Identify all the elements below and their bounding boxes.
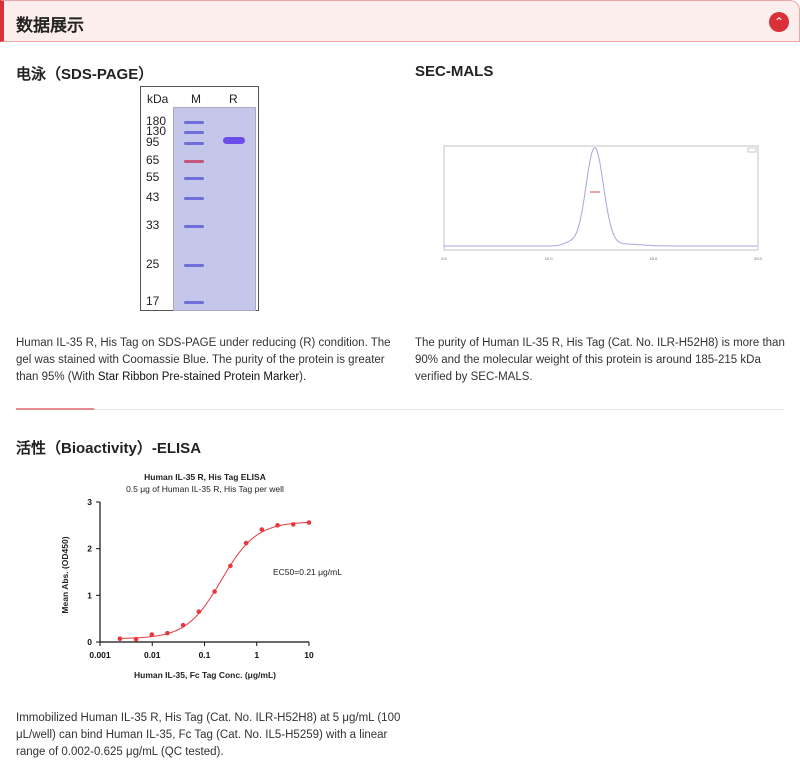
y-tick-label: 3 <box>87 497 92 507</box>
sec-x-tick: 20.0 <box>754 256 763 261</box>
y-tick-label: 0 <box>87 637 92 647</box>
sds-page-gel-image: kDa M R 180 130 95 65 55 43 33 25 17 <box>140 86 259 311</box>
desc-text-end: ). <box>299 371 307 383</box>
ec50-annotation: EC50=0.21 μg/mL <box>273 567 342 577</box>
collapse-button[interactable]: ⌃ <box>769 12 789 32</box>
marker-label: 180 <box>146 114 167 128</box>
x-axis-label: Human IL-35, Fc Tag Conc. (μg/mL) <box>134 670 276 680</box>
data-point <box>259 527 265 532</box>
marker-band <box>184 142 204 145</box>
marker-band <box>184 121 204 124</box>
divider <box>16 409 784 410</box>
elisa-chart: Human IL-35 R, His Tag ELISA 0.5 μg of H… <box>60 472 342 680</box>
sec-trace <box>444 147 757 247</box>
lane-r-label: R <box>229 92 238 106</box>
sec-mals-chart: 5.0 10.0 15.0 20.0 <box>441 145 763 261</box>
kda-label: kDa <box>147 92 169 106</box>
marker-label: 130 <box>146 124 167 138</box>
x-tick-label: 0.1 <box>199 650 211 660</box>
elisa-description: Immobilized Human IL-35 R, His Tag (Cat.… <box>16 712 401 758</box>
plot-frame <box>443 145 759 251</box>
sample-band <box>223 137 245 144</box>
sds-page-description: Human IL-35 R, His Tag on SDS-PAGE under… <box>16 335 396 386</box>
chart-title: Human IL-35 R, His Tag ELISA <box>144 472 266 482</box>
fit-curve <box>119 521 309 639</box>
lane-m-label: M <box>191 92 201 106</box>
data-point <box>180 622 186 628</box>
marker-link[interactable]: Star Ribbon Pre-stained Protein Marker <box>97 371 300 383</box>
sec-x-tick: 5.0 <box>441 256 447 261</box>
data-point <box>228 563 233 569</box>
x-tick-label: 10 <box>304 650 314 660</box>
marker-band <box>184 177 204 180</box>
marker-band <box>184 264 204 267</box>
section-title: 数据展示 <box>16 16 84 35</box>
sec-x-tick: 15.0 <box>649 256 658 261</box>
data-point <box>133 636 139 642</box>
data-point <box>149 632 155 637</box>
data-point <box>275 523 280 528</box>
data-point <box>212 589 217 594</box>
y-tick-label: 1 <box>87 590 92 600</box>
x-tick-label: 0.01 <box>144 650 161 660</box>
bioactivity-title: 活性（Bioactivity）-ELISA <box>16 440 202 457</box>
marker-band <box>184 160 204 163</box>
data-point <box>165 630 170 636</box>
y-axis-label: Mean Abs. (OD450) <box>60 536 70 613</box>
chevron-up-icon: ⌃ <box>773 15 785 29</box>
data-point <box>306 520 312 525</box>
marker-band <box>184 225 204 228</box>
divider-accent <box>16 408 94 410</box>
marker-label: 17 <box>146 294 160 308</box>
sec-mals-title: SEC-MALS <box>415 63 494 80</box>
marker-label: 55 <box>146 170 160 184</box>
marker-label: 95 <box>146 135 160 149</box>
data-point <box>196 609 202 614</box>
marker-band <box>184 197 204 200</box>
marker-label: 33 <box>146 218 160 232</box>
sec-x-tick: 10.0 <box>545 256 554 261</box>
x-tick-label: 1 <box>254 650 259 660</box>
data-point <box>290 522 296 527</box>
marker-band <box>184 301 204 304</box>
marker-label: 43 <box>146 190 160 204</box>
section-header: 数据展示 ⌃ <box>0 0 800 42</box>
legend-box <box>747 147 757 153</box>
data-point <box>117 636 123 642</box>
x-tick-label: 0.001 <box>89 650 111 660</box>
marker-label: 65 <box>146 153 160 167</box>
chart-subtitle: 0.5 μg of Human IL-35 R, His Tag per wel… <box>126 484 284 494</box>
data-point <box>243 540 249 546</box>
desc-text: Human IL-35 R, His Tag on SDS-PAGE under… <box>16 337 391 383</box>
marker-band <box>184 131 204 134</box>
sec-mals-description: The purity of Human IL-35 R, His Tag (Ca… <box>415 337 785 383</box>
sds-page-title: 电泳（SDS-PAGE） <box>16 66 154 83</box>
y-tick-label: 2 <box>87 544 92 554</box>
marker-label: 25 <box>146 257 160 271</box>
